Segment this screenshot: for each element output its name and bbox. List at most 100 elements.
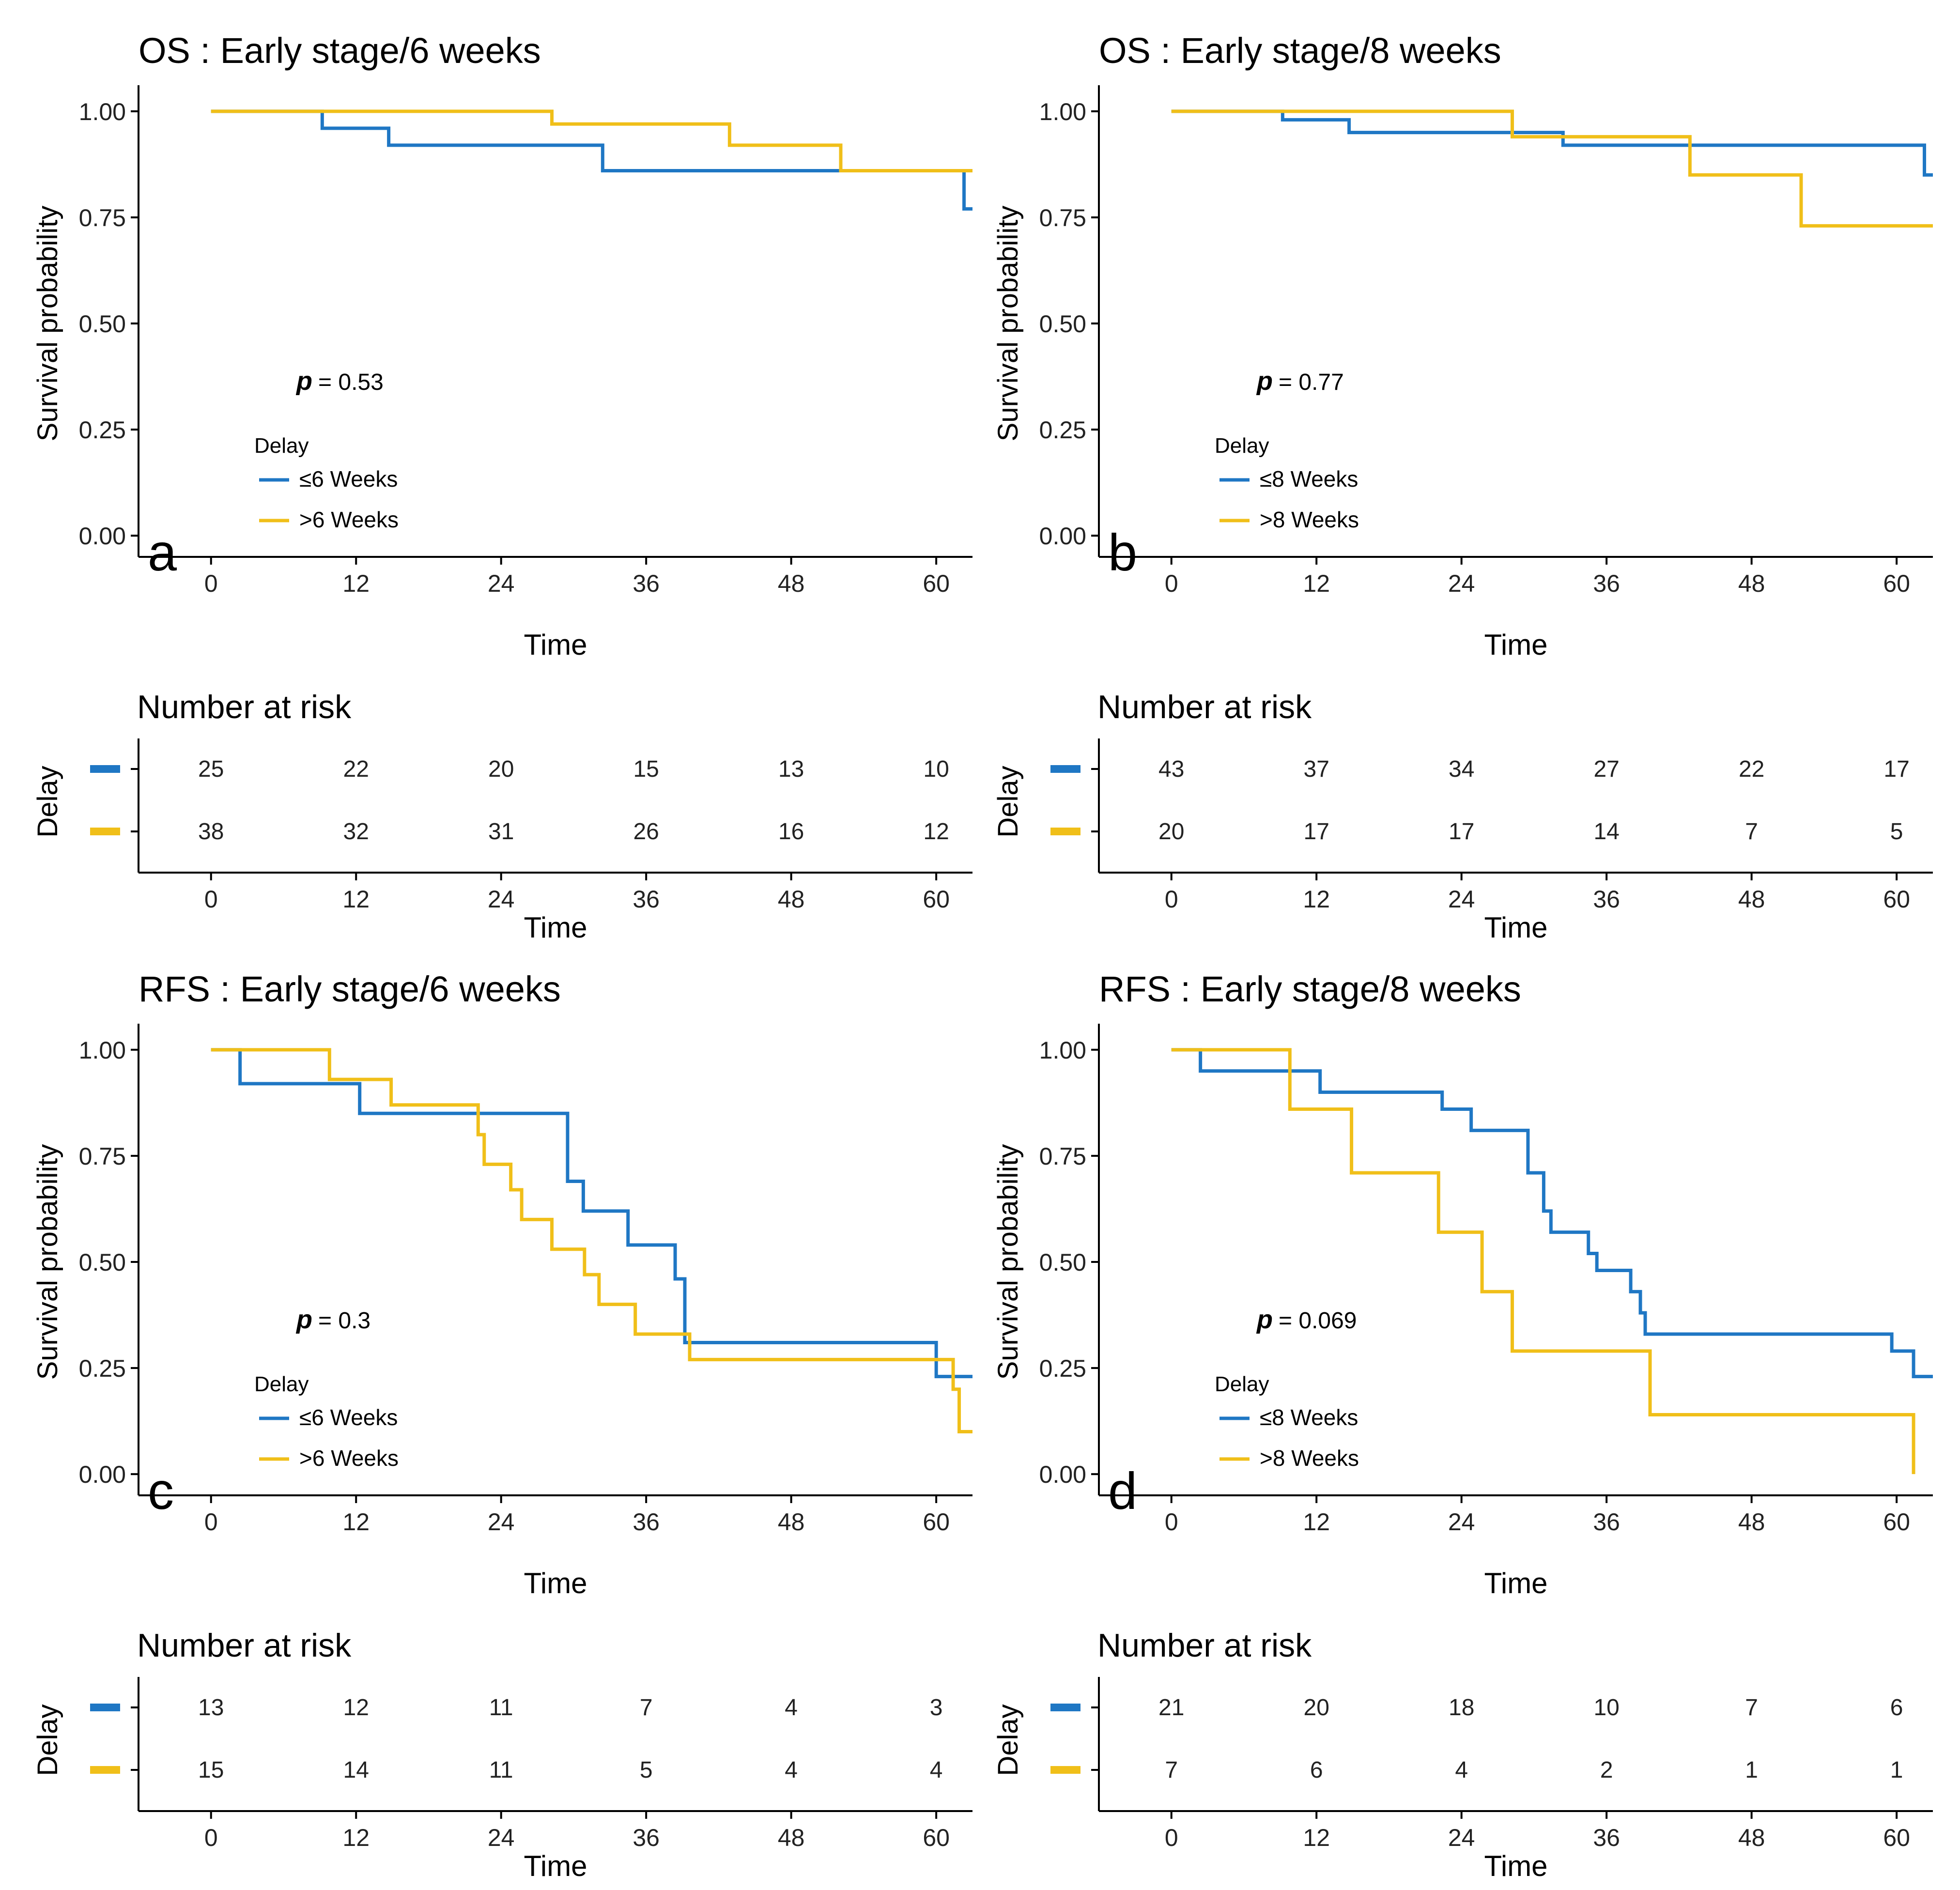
y-tick-label: 0.00 — [1039, 522, 1086, 550]
x-tick-label: 60 — [923, 570, 950, 597]
p-value-label: p = 0.3 — [295, 1305, 370, 1334]
risk-y-axis-label: Delay — [32, 766, 63, 837]
risk-count: 43 — [1158, 756, 1184, 782]
legend-title: Delay — [1215, 434, 1269, 458]
risk-x-tick-label: 24 — [488, 886, 515, 913]
risk-count: 38 — [198, 819, 224, 845]
x-tick-label: 60 — [1883, 570, 1910, 597]
risk-count: 4 — [1455, 1757, 1468, 1783]
risk-x-tick-label: 12 — [1303, 1824, 1330, 1851]
legend-title: Delay — [254, 434, 309, 458]
risk-x-tick-label: 12 — [1303, 886, 1330, 913]
panel-c: RFS : Early stage/6 weeks 0.00 0.25 0.50 0.7… — [32, 969, 972, 1882]
risk-x-tick-label: 60 — [1883, 1824, 1910, 1851]
p-value: = 0.3 — [318, 1308, 370, 1334]
legend-entry: >6 Weeks — [299, 1445, 399, 1471]
risk-x-tick-label: 24 — [1448, 886, 1475, 913]
legend-entry: ≤8 Weeks — [1260, 466, 1358, 492]
p-symbol: p — [1256, 367, 1273, 396]
risk-count: 32 — [343, 819, 369, 845]
x-tick-label: 36 — [1593, 1508, 1620, 1536]
risk-table-title: Number at risk — [1097, 689, 1312, 725]
risk-x-tick-label: 36 — [1593, 1824, 1620, 1851]
risk-count: 13 — [198, 1695, 224, 1721]
survival-curve-long-delay — [1171, 1048, 1915, 1475]
x-tick-label: 36 — [1593, 570, 1620, 597]
panel-d: RFS : Early stage/8 weeks 0.00 0.25 0.50 0.7… — [992, 969, 1933, 1882]
y-tick-label: 0.00 — [79, 522, 126, 550]
y-tick-label: 1.00 — [79, 98, 126, 125]
risk-row-color-key — [90, 765, 120, 773]
risk-count: 6 — [1310, 1757, 1323, 1783]
risk-count: 17 — [1449, 819, 1474, 845]
x-axis-label: Time — [524, 1567, 587, 1599]
risk-count: 2 — [1600, 1757, 1613, 1783]
p-symbol: p — [295, 367, 312, 396]
risk-count: 10 — [923, 756, 949, 782]
y-axis-label: Survival probability — [992, 206, 1024, 442]
risk-y-axis-label: Delay — [992, 1704, 1024, 1776]
risk-count: 22 — [343, 756, 369, 782]
x-tick-label: 48 — [778, 570, 805, 597]
risk-x-tick-label: 36 — [633, 886, 660, 913]
survival-curve-short-delay — [1171, 1048, 1933, 1379]
y-axis-label: Survival probability — [992, 1144, 1024, 1380]
x-axis-label: Time — [524, 629, 587, 661]
y-tick-label: 0.75 — [79, 204, 126, 231]
risk-x-tick-label: 12 — [342, 886, 370, 913]
x-tick-label: 12 — [342, 1508, 370, 1536]
chart-title: OS : Early stage/6 weeks — [139, 31, 541, 71]
risk-count: 1 — [1745, 1757, 1758, 1783]
x-tick-label: 12 — [1303, 570, 1330, 597]
risk-count: 14 — [1593, 819, 1619, 845]
risk-count: 7 — [1745, 1695, 1758, 1721]
risk-x-tick-label: 36 — [633, 1824, 660, 1851]
p-symbol: p — [295, 1305, 312, 1334]
risk-x-tick-label: 60 — [923, 886, 950, 913]
risk-x-axis-label: Time — [524, 911, 587, 944]
y-tick-label: 0.50 — [1039, 310, 1086, 338]
x-tick-label: 0 — [204, 570, 218, 597]
risk-count: 1 — [1890, 1757, 1903, 1783]
risk-count: 13 — [778, 756, 804, 782]
risk-count: 22 — [1739, 756, 1764, 782]
risk-y-axis-label: Delay — [992, 766, 1024, 837]
p-value: = 0.53 — [318, 369, 384, 395]
y-tick-label: 0.25 — [1039, 1355, 1086, 1382]
risk-count: 12 — [343, 1695, 369, 1721]
risk-count: 21 — [1158, 1695, 1184, 1721]
risk-count: 20 — [1158, 819, 1184, 845]
risk-count: 11 — [489, 1757, 513, 1783]
p-symbol: p — [1256, 1305, 1273, 1334]
chart-title: RFS : Early stage/8 weeks — [1099, 969, 1521, 1009]
risk-x-tick-label: 60 — [1883, 886, 1910, 913]
legend-entry: >8 Weeks — [1260, 1445, 1359, 1471]
p-value: = 0.069 — [1279, 1308, 1357, 1334]
risk-x-tick-label: 0 — [204, 1824, 218, 1851]
risk-count: 15 — [198, 1757, 224, 1783]
survival-curve-long-delay — [211, 109, 972, 173]
survival-curve-long-delay — [1171, 109, 1933, 228]
risk-count: 5 — [640, 1757, 653, 1783]
risk-x-tick-label: 0 — [204, 886, 218, 913]
panel-letter: d — [1108, 1461, 1137, 1520]
risk-row-color-key — [1050, 765, 1080, 773]
risk-x-tick-label: 48 — [1738, 886, 1765, 913]
legend-entry: >6 Weeks — [299, 507, 399, 532]
risk-count: 31 — [488, 819, 514, 845]
risk-x-tick-label: 24 — [488, 1824, 515, 1851]
risk-count: 27 — [1593, 756, 1619, 782]
p-value: = 0.77 — [1279, 369, 1344, 395]
x-tick-label: 48 — [778, 1508, 805, 1536]
p-value-label: p = 0.069 — [1256, 1305, 1357, 1334]
risk-x-tick-label: 0 — [1165, 1824, 1178, 1851]
x-tick-label: 24 — [488, 1508, 515, 1536]
chart-title: RFS : Early stage/6 weeks — [139, 969, 561, 1009]
x-axis-label: Time — [1484, 1567, 1547, 1599]
x-tick-label: 0 — [204, 1508, 218, 1536]
survival-curve-short-delay — [211, 109, 972, 211]
y-axis-label: Survival probability — [32, 206, 63, 442]
legend-title: Delay — [1215, 1372, 1269, 1396]
risk-count: 17 — [1304, 819, 1329, 845]
x-tick-label: 12 — [342, 570, 370, 597]
